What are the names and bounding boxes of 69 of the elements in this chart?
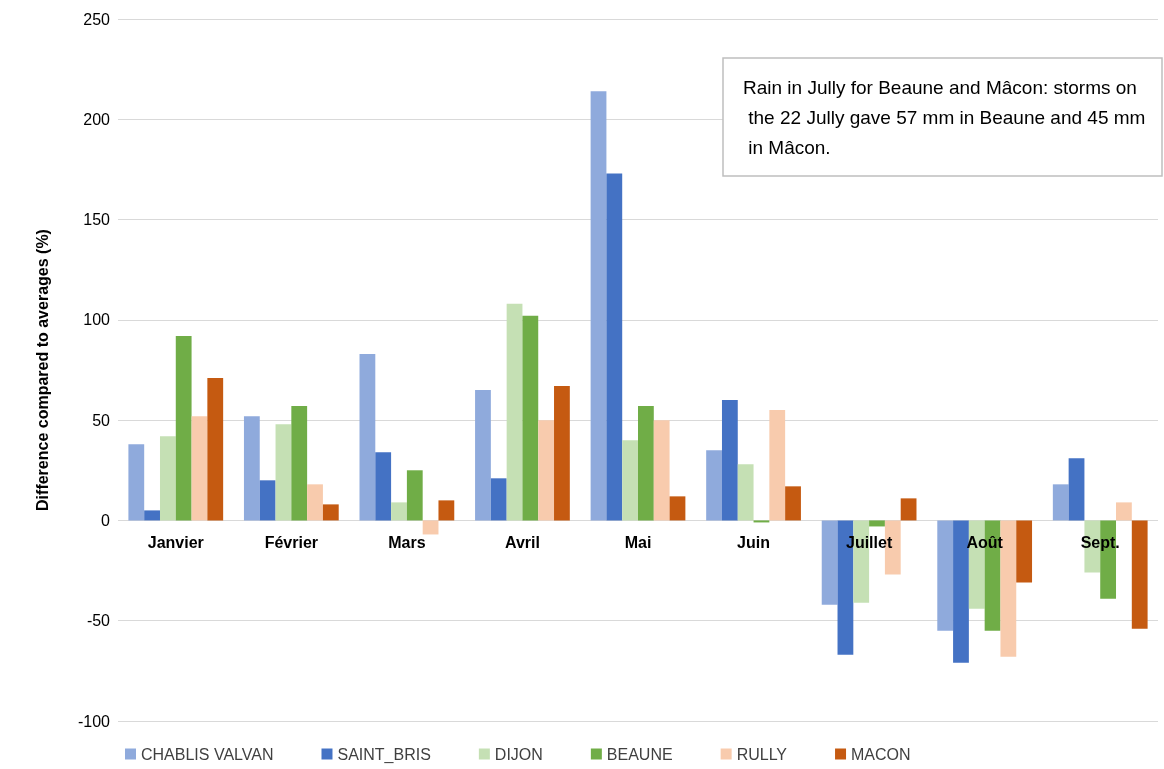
- bar: [422, 520, 439, 535]
- x-tick-label: Avril: [504, 533, 540, 551]
- y-tick-label: 150: [83, 211, 111, 229]
- bar: [359, 353, 376, 521]
- y-tick-label: 100: [83, 311, 111, 329]
- x-tick-label: Juin: [737, 533, 770, 551]
- bar: [606, 173, 623, 521]
- bar: [522, 315, 539, 521]
- bar: [322, 504, 339, 521]
- bar: [506, 303, 523, 521]
- y-tick-label: 250: [83, 10, 111, 28]
- bar: [653, 420, 670, 521]
- y-axis-title: Difference compared to averages (%): [33, 229, 51, 511]
- bar: [622, 440, 638, 521]
- bar: [438, 500, 455, 521]
- bar: [391, 502, 407, 521]
- bar: [243, 416, 260, 521]
- x-tick-label: Mars: [388, 533, 426, 551]
- bar: [785, 486, 801, 521]
- bar: [159, 436, 176, 521]
- legend-label: CHABLIS VALVAN: [141, 745, 274, 763]
- bar: [375, 452, 392, 521]
- x-tick-label: Mai: [624, 533, 652, 551]
- bar: [307, 484, 323, 521]
- x-tick-label: Février: [264, 533, 319, 551]
- x-tick-label: Sept.: [1080, 533, 1120, 551]
- bar: [1131, 520, 1148, 629]
- bar: [259, 480, 276, 521]
- x-tick-label: Janvier: [147, 533, 204, 551]
- bar: [937, 520, 954, 631]
- bar: [291, 406, 308, 521]
- bar: [191, 416, 208, 521]
- annotation: Rain in Jully for Beaune and Mâcon: storms on the 22 Jully gave 57 mm in Beaune and 45 mm in Mâcon.: [743, 76, 1146, 158]
- bar: [590, 91, 607, 521]
- y-tick-label: 0: [101, 511, 111, 529]
- bar: [669, 496, 686, 521]
- bar: [275, 424, 292, 521]
- bar: [737, 464, 754, 521]
- bar: [1052, 484, 1069, 521]
- bar: [554, 386, 570, 521]
- bar: [1016, 520, 1033, 583]
- bar: [475, 390, 491, 521]
- bar: [1068, 458, 1085, 521]
- bar: [406, 470, 423, 521]
- y-tick-label: -50: [86, 612, 111, 630]
- bar: [869, 520, 885, 527]
- bar: [753, 520, 770, 523]
- legend-label: MACON: [851, 745, 911, 763]
- bar: [821, 520, 838, 605]
- bar: [175, 335, 192, 521]
- bar: [638, 406, 654, 521]
- bar: [207, 378, 224, 521]
- legend-label: RULLY: [736, 745, 788, 763]
- bar: [128, 444, 145, 521]
- y-tick-label: 200: [83, 110, 111, 128]
- bar: [706, 450, 722, 521]
- y-tick-label: 50: [92, 411, 111, 429]
- bar: [490, 478, 507, 521]
- bar: [1116, 502, 1132, 521]
- y-tick-label: -100: [77, 712, 111, 730]
- bar: [953, 520, 969, 663]
- legend-label: SAINT_BRIS: [337, 745, 431, 764]
- bar: [721, 400, 738, 521]
- legend-label: DIJON: [494, 745, 543, 763]
- bar: [769, 410, 786, 521]
- bar: [144, 510, 160, 521]
- bar: [538, 420, 555, 521]
- bar: [900, 498, 917, 521]
- legend-label: BEAUNE: [606, 745, 673, 763]
